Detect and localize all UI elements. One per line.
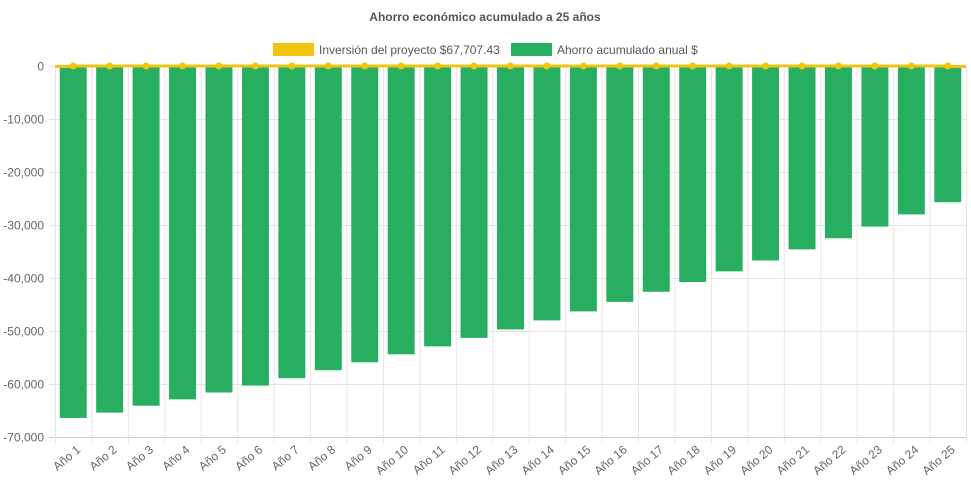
- point-investment: [543, 62, 551, 70]
- bar-savings: [861, 66, 889, 227]
- x-tick-label: Año 4: [159, 442, 192, 473]
- x-tick-label: Año 9: [342, 442, 375, 473]
- x-tick-label: Año 24: [883, 442, 921, 477]
- bar-savings: [788, 66, 816, 250]
- bar-savings: [533, 66, 561, 321]
- x-tick-label: Año 17: [628, 442, 666, 477]
- x-tick-label: Año 25: [920, 442, 958, 477]
- legend-label-investment: Inversión del proyecto $67,707.43: [319, 43, 500, 57]
- bar-savings: [569, 66, 597, 312]
- y-tick-label: -70,000: [3, 431, 44, 445]
- x-tick-label: Año 2: [87, 442, 120, 473]
- point-investment: [762, 62, 770, 70]
- x-tick-label: Año 20: [737, 442, 775, 477]
- point-investment: [652, 62, 660, 70]
- bar-savings: [752, 66, 780, 261]
- y-tick-label: 0: [37, 60, 44, 74]
- point-investment: [579, 62, 587, 70]
- y-tick-label: -40,000: [3, 272, 44, 286]
- x-tick-label: Año 15: [555, 442, 593, 477]
- bar-savings: [897, 66, 925, 215]
- y-tick-label: -30,000: [3, 219, 44, 233]
- point-investment: [871, 62, 879, 70]
- x-tick-label: Año 16: [592, 442, 630, 477]
- legend-item-savings[interactable]: Ahorro acumulado anual $: [511, 43, 698, 57]
- chart-title: Ahorro económico acumulado a 25 años: [369, 10, 601, 24]
- x-tick-label: Año 23: [847, 442, 885, 477]
- point-investment: [434, 62, 442, 70]
- bar-savings: [934, 66, 962, 203]
- bar-savings: [241, 66, 269, 386]
- bar-savings: [606, 66, 634, 302]
- x-tick-label: Año 3: [123, 442, 156, 473]
- legend-swatch-savings: [511, 43, 552, 56]
- point-investment: [616, 62, 624, 70]
- x-tick-label: Año 7: [269, 442, 302, 473]
- point-investment: [69, 62, 77, 70]
- x-tick-label: Año 11: [410, 442, 448, 477]
- x-tick-label: Año 13: [482, 442, 520, 477]
- x-tick-label: Año 22: [810, 442, 848, 477]
- point-investment: [834, 62, 842, 70]
- y-tick-label: -50,000: [3, 325, 44, 339]
- bar-savings: [59, 66, 87, 418]
- point-investment: [251, 62, 259, 70]
- x-tick-label: Año 6: [232, 442, 265, 473]
- point-investment: [397, 62, 405, 70]
- point-investment: [106, 62, 114, 70]
- point-investment: [142, 62, 150, 70]
- bar-savings: [497, 66, 524, 330]
- x-tick-label: Año 18: [664, 442, 702, 477]
- bar-savings: [387, 66, 415, 355]
- x-tick-label: Año 1: [50, 442, 83, 473]
- x-tick-label: Año 19: [701, 442, 739, 477]
- x-tick-label: Año 5: [196, 442, 229, 473]
- point-investment: [689, 62, 697, 70]
- bar-savings: [205, 66, 233, 393]
- legend: Inversión del proyecto $67,707.43 Ahorro…: [273, 43, 698, 57]
- bar-savings: [679, 66, 707, 282]
- x-tick-label: Año 21: [774, 442, 812, 477]
- point-investment: [507, 62, 514, 70]
- point-investment: [944, 62, 952, 70]
- point-investment: [725, 62, 733, 70]
- point-investment: [798, 62, 806, 70]
- x-tick-label: Año 8: [305, 442, 338, 473]
- bar-savings: [460, 66, 488, 338]
- bar-savings: [314, 66, 342, 371]
- legend-swatch-investment: [273, 43, 314, 56]
- point-investment: [324, 62, 332, 70]
- bar-savings: [351, 66, 379, 363]
- bar-savings: [278, 66, 306, 379]
- x-tick-label: Año 12: [446, 442, 484, 477]
- bar-savings: [169, 66, 197, 400]
- point-investment: [179, 62, 187, 70]
- legend-item-investment[interactable]: Inversión del proyecto $67,707.43: [273, 43, 500, 57]
- y-tick-label: -20,000: [3, 166, 44, 180]
- legend-label-savings: Ahorro acumulado anual $: [557, 43, 698, 57]
- point-investment: [215, 62, 223, 70]
- point-investment: [288, 62, 296, 70]
- y-tick-label: -60,000: [3, 378, 44, 392]
- bar-savings: [96, 66, 124, 413]
- bar-savings: [424, 66, 452, 347]
- bar-savings: [642, 66, 670, 292]
- y-tick-label: -10,000: [3, 113, 44, 127]
- x-tick-label: Año 10: [373, 442, 411, 477]
- bar-savings: [715, 66, 743, 272]
- point-investment: [361, 62, 369, 70]
- point-investment: [470, 62, 478, 70]
- bar-savings: [132, 66, 160, 406]
- bar-savings: [824, 66, 852, 239]
- point-investment: [907, 62, 915, 70]
- x-tick-label: Año 14: [519, 442, 557, 477]
